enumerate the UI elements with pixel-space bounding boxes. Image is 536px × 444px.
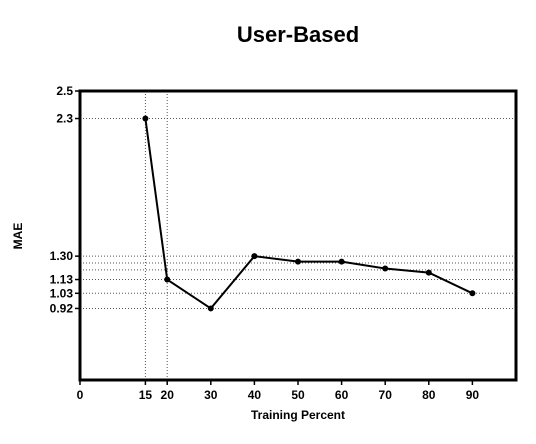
data-point <box>382 265 389 272</box>
data-point <box>142 115 149 122</box>
x-tick-label: 70 <box>379 388 393 402</box>
data-point <box>251 253 258 260</box>
data-point <box>164 276 171 283</box>
x-tick-label: 20 <box>161 388 175 402</box>
x-tick-label: 50 <box>291 388 305 402</box>
data-point <box>469 290 476 297</box>
x-tick-label: 80 <box>422 388 436 402</box>
chart-title: User-Based <box>237 22 359 47</box>
data-point <box>207 305 214 312</box>
y-tick-label: 1.03 <box>50 286 74 300</box>
y-tick-label: 1.30 <box>50 249 74 263</box>
y-axis-ticks: 2.5 2.3 1.30 1.131.030.92 <box>50 84 80 315</box>
data-point <box>338 258 345 265</box>
x-tick-label: 40 <box>248 388 262 402</box>
x-axis-ticks: 0 15 20 30 40 50 60 70 80 90 <box>77 380 480 402</box>
x-tick-label: 0 <box>77 388 84 402</box>
y-tick-label: 0.92 <box>50 301 74 315</box>
x-tick-label: 90 <box>466 388 480 402</box>
series-layer <box>142 115 476 312</box>
y-axis-label: MAE <box>11 223 25 250</box>
x-tick-label: 15 <box>139 388 153 402</box>
y-tick-label: 1.13 <box>50 273 74 287</box>
grid-lines <box>80 91 516 380</box>
x-axis-label: Training Percent <box>251 408 345 422</box>
x-tick-label: 60 <box>335 388 349 402</box>
data-point <box>425 269 432 276</box>
y-tick-label: 2.3 <box>56 112 73 126</box>
data-point <box>295 258 301 265</box>
y-tick-label: 2.5 <box>56 84 73 98</box>
x-tick-label: 30 <box>204 388 218 402</box>
